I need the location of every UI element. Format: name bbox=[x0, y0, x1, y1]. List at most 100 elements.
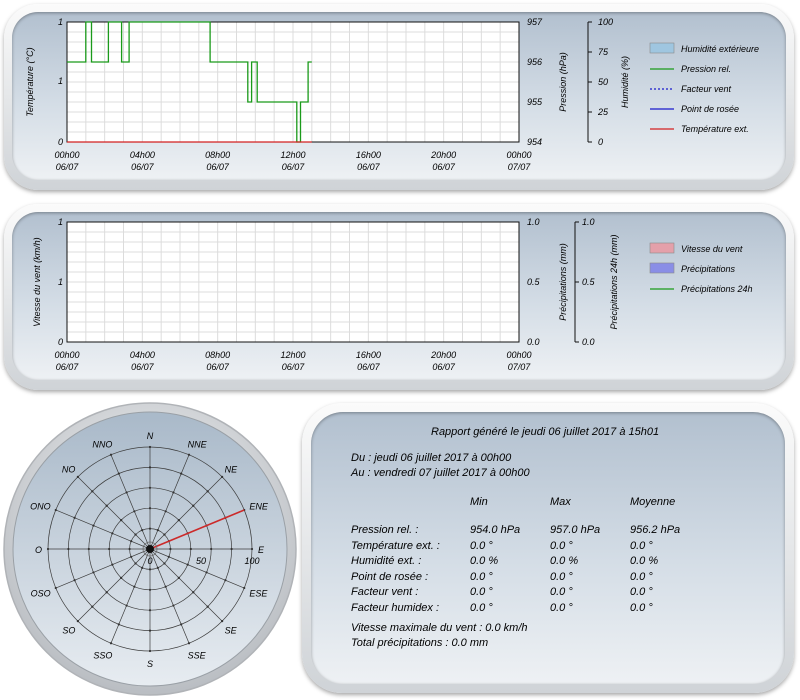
report-cell-max: 0.0 ° bbox=[550, 601, 573, 614]
wind-precipitation-chart: 00h00 06/07 04h00 06/07 08h00 06/07 12h00 06/07… bbox=[32, 217, 753, 372]
report-cell-max: 0.0 ° bbox=[550, 539, 573, 552]
series-line bbox=[67, 21, 312, 143]
rose-tick-dot bbox=[148, 527, 152, 530]
rose-radial-tick-label: 0 bbox=[147, 556, 152, 566]
rose-tick-dot bbox=[224, 579, 227, 582]
rose-tick-dot bbox=[148, 507, 152, 510]
x-tick-label-time: 12h00 bbox=[280, 150, 305, 160]
report-cell-avg: 0.0 ° bbox=[630, 586, 653, 598]
rose-tick-dot bbox=[167, 555, 170, 558]
legend-label: Point de rosée bbox=[681, 104, 739, 114]
report-cell-max: 0.0 ° bbox=[550, 586, 573, 598]
legend-label: Précipitations 24h bbox=[681, 284, 753, 294]
rose-center-dot bbox=[146, 545, 154, 553]
report-cell-label: Humidité ext. : bbox=[351, 555, 422, 567]
rose-tick-dot bbox=[141, 566, 144, 569]
report-panel-inner: Rapport généré le jeudi 06 juillet 2017 … bbox=[311, 412, 785, 684]
x-tick-label-date: 07/07 bbox=[508, 362, 532, 372]
y-tick-label-pressure: 954 bbox=[527, 137, 542, 147]
y-axis-label-pressure: Pression (hPa) bbox=[558, 52, 568, 112]
rose-tick-dot bbox=[54, 586, 57, 590]
legend-label: Humidité extérieure bbox=[681, 44, 759, 54]
y-tick-label-wind: 0 bbox=[58, 337, 63, 347]
rose-tick-dot bbox=[172, 604, 175, 607]
x-tick-label-time: 16h00 bbox=[356, 150, 381, 160]
y-tick-label-humidity: 50 bbox=[598, 77, 608, 87]
report-cell-min: 0.0 ° bbox=[470, 539, 493, 552]
rose-tick-dot bbox=[130, 555, 133, 558]
report-total-rain: Total précipitations : 0.0 mm bbox=[351, 637, 489, 649]
x-tick-label-time: 00h00 bbox=[54, 150, 79, 160]
rose-tick-dot bbox=[148, 629, 152, 632]
rose-direction-label: NNO bbox=[92, 440, 112, 450]
y-tick-label-rain24: 1.0 bbox=[582, 217, 595, 227]
rose-direction-label: E bbox=[258, 545, 265, 555]
rose-tick-dot bbox=[221, 475, 224, 478]
rose-tick-dot bbox=[180, 623, 183, 626]
y-tick-label-temperature: 1 bbox=[58, 17, 63, 27]
rose-tick-dot bbox=[111, 532, 114, 535]
rose-tick-dot bbox=[141, 529, 144, 532]
y-axis-label-humidity: Humidité (%) bbox=[620, 56, 630, 108]
rose-tick-dot bbox=[243, 586, 246, 590]
x-tick-label-time: 00h00 bbox=[506, 350, 531, 360]
report-cell-label: Température ext. : bbox=[351, 539, 440, 552]
rose-spoke bbox=[55, 509, 151, 550]
x-tick-label-time: 12h00 bbox=[280, 350, 305, 360]
rose-tick-dot bbox=[206, 490, 209, 493]
y-tick-label-pressure: 957 bbox=[527, 17, 543, 27]
report-cell-min: 0.0 % bbox=[470, 555, 499, 567]
y-tick-label-pressure: 956 bbox=[527, 57, 542, 67]
rose-spoke bbox=[149, 454, 190, 550]
x-tick-label-time: 00h00 bbox=[54, 350, 79, 360]
rose-tick-dot bbox=[148, 588, 152, 591]
report-header-max: Max bbox=[550, 496, 571, 508]
y-axis-label-wind: Vitesse du vent (km/h) bbox=[32, 237, 42, 326]
report-panel: Rapport généré le jeudi 06 juillet 2017 … bbox=[302, 403, 794, 693]
y-tick-label-rain24: 0.0 bbox=[582, 337, 595, 347]
report-cell-min: 0.0 ° bbox=[470, 570, 493, 583]
x-tick-label-date: 06/07 bbox=[357, 162, 381, 172]
rose-tick-dot bbox=[128, 547, 131, 551]
report-title: Rapport généré le jeudi 06 juillet 2017 … bbox=[431, 426, 660, 438]
rose-tick-dot bbox=[91, 605, 94, 608]
y-axis-label-rain24: Précipitations 24h (mm) bbox=[609, 234, 619, 329]
report-cell-avg: 0.0 % bbox=[630, 555, 659, 567]
report-to: Au : vendredi 07 juillet 2017 à 00h00 bbox=[351, 467, 530, 479]
report-cell-avg: 0.0 ° bbox=[630, 570, 653, 583]
legend-label: Vitesse du vent bbox=[681, 244, 743, 254]
rose-tick-dot bbox=[164, 585, 167, 588]
y-tick-label-rain: 0.5 bbox=[527, 277, 541, 287]
report-cell-min: 0.0 ° bbox=[470, 601, 493, 614]
rose-tick-dot bbox=[46, 547, 50, 551]
rose-tick-dot bbox=[156, 529, 159, 532]
rose-tick-dot bbox=[164, 510, 167, 513]
report-cell-label: Facteur humidex : bbox=[351, 601, 440, 614]
rose-tick-dot bbox=[187, 453, 191, 456]
x-tick-label-date: 06/07 bbox=[206, 162, 230, 172]
rose-tick-dot bbox=[76, 620, 79, 623]
report-cell-label: Facteur vent : bbox=[351, 586, 419, 598]
rose-tick-dot bbox=[105, 504, 108, 507]
report-from: Du : jeudi 06 juillet 2017 à 00h00 bbox=[351, 452, 512, 464]
rose-tick-dot bbox=[210, 547, 213, 551]
report: Rapport généré le jeudi 06 juillet 2017 … bbox=[311, 412, 785, 684]
y-tick-label-humidity: 75 bbox=[598, 47, 609, 57]
x-tick-label-date: 06/07 bbox=[56, 162, 80, 172]
rose-tick-dot bbox=[73, 516, 76, 519]
x-tick-label-time: 04h00 bbox=[130, 350, 155, 360]
report-cell-label: Point de rosée : bbox=[351, 570, 429, 583]
wind-rose: N NNE NE ENE E ESE SE SSE S SSO SO OSO O ONO NO NNO 0 50 1… bbox=[3, 402, 297, 696]
rose-spoke bbox=[110, 548, 151, 644]
x-tick-label-date: 06/07 bbox=[432, 362, 456, 372]
x-tick-label-date: 06/07 bbox=[56, 362, 80, 372]
rose-direction-label: N bbox=[147, 431, 154, 441]
rose-tick-dot bbox=[189, 547, 192, 551]
rose-spoke bbox=[149, 548, 190, 644]
rose-tick-dot bbox=[125, 491, 128, 494]
rose-tick-dot bbox=[120, 519, 123, 522]
x-tick-label-date: 06/07 bbox=[432, 162, 456, 172]
rose-spoke bbox=[110, 454, 151, 550]
rose-tick-dot bbox=[117, 623, 120, 626]
report-cell-max: 957.0 hPa bbox=[550, 524, 601, 536]
